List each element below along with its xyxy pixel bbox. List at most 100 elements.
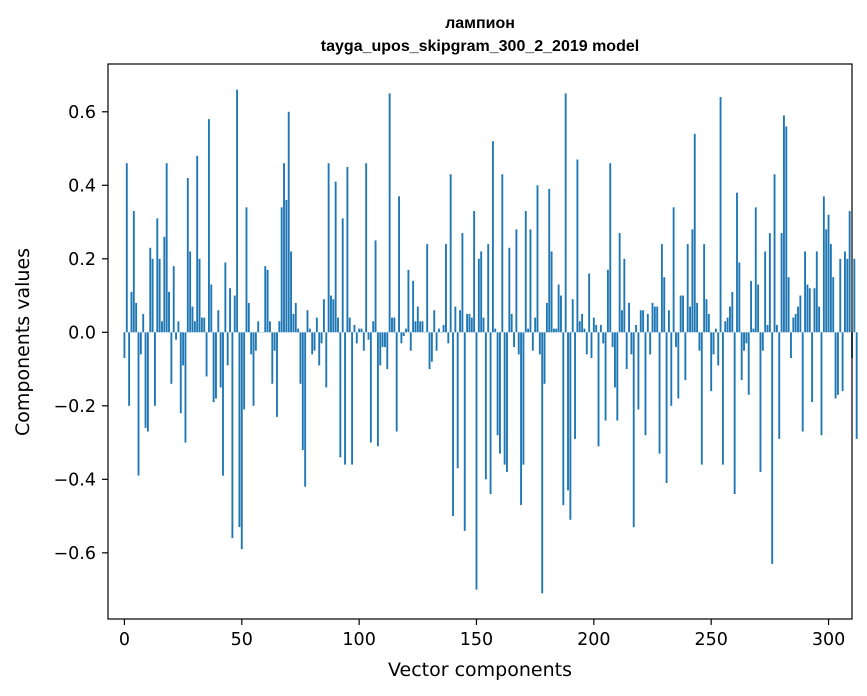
bar-23: [177, 321, 180, 333]
bar-75: [299, 332, 302, 384]
bar-161: [501, 174, 504, 333]
bar-229: [660, 244, 663, 333]
bar-45: [229, 288, 231, 333]
bar-154: [484, 332, 487, 480]
bar-291: [806, 284, 809, 333]
bar-116: [395, 332, 398, 432]
bar-230: [663, 277, 666, 333]
bar-111: [384, 332, 386, 348]
bar-19: [168, 291, 170, 333]
bar-199: [590, 332, 593, 359]
bar-308: [846, 258, 849, 333]
bar-232: [667, 310, 670, 333]
x-tick-label: 200: [577, 630, 610, 650]
bar-87: [327, 163, 330, 333]
bar-209: [614, 332, 616, 388]
bar-270: [757, 284, 760, 333]
bar-215: [628, 302, 630, 333]
bar-157: [491, 141, 494, 333]
bar-39: [215, 332, 217, 399]
bar-52: [245, 207, 248, 333]
bar-214: [625, 332, 628, 370]
bar-166: [513, 332, 515, 348]
bar-16: [161, 321, 163, 333]
bar-24: [179, 332, 182, 414]
bar-311: [853, 258, 856, 333]
bar-298: [822, 196, 825, 333]
bar-121: [407, 269, 410, 333]
bar-12: [151, 258, 154, 333]
bar-222: [644, 332, 647, 436]
bar-210: [616, 332, 619, 421]
bar-104: [367, 332, 370, 340]
bar-13: [154, 332, 156, 406]
y-tick-label: 0.0: [68, 323, 96, 343]
bar-205: [604, 332, 607, 421]
y-tick-label: −0.4: [54, 470, 97, 490]
bar-198: [588, 273, 591, 333]
bar-34: [203, 317, 206, 333]
bar-91: [337, 317, 339, 333]
bar-305: [839, 258, 842, 333]
bar-65: [276, 332, 278, 417]
bar-259: [731, 291, 734, 333]
bar-248: [705, 299, 708, 333]
bar-2: [128, 332, 131, 406]
x-tick-label: 50: [231, 630, 253, 650]
bar-207: [609, 163, 612, 333]
bar-60: [264, 266, 267, 333]
bar-102: [362, 332, 365, 351]
bar-285: [792, 317, 795, 333]
bar-301: [829, 244, 832, 333]
bar-160: [499, 332, 501, 454]
bar-4: [132, 211, 135, 333]
bar-5: [135, 302, 138, 333]
bar-141: [454, 306, 457, 333]
bar-243: [693, 133, 696, 333]
bar-220: [639, 310, 642, 333]
bar-96: [348, 317, 351, 333]
bar-292: [808, 288, 811, 333]
bar-274: [766, 324, 769, 333]
bar-129: [426, 244, 429, 333]
bar-223: [646, 313, 649, 333]
bar-184: [555, 328, 558, 333]
bar-80: [311, 332, 314, 355]
bar-278: [775, 324, 778, 333]
bar-286: [794, 313, 797, 333]
bar-136: [442, 324, 445, 333]
bar-190: [569, 332, 572, 520]
bar-242: [691, 229, 694, 333]
bar-146: [466, 313, 469, 333]
bar-88: [330, 295, 332, 333]
axes-frame: [107, 63, 853, 620]
bar-260: [733, 332, 736, 495]
bar-294: [813, 288, 816, 333]
bar-279: [778, 332, 781, 439]
bar-99: [355, 332, 358, 344]
bar-172: [527, 328, 530, 333]
y-tick-label: 0.4: [68, 176, 96, 196]
bar-273: [764, 251, 767, 333]
bar-37: [210, 284, 213, 333]
bar-7: [139, 332, 142, 355]
bar-54: [250, 332, 253, 355]
bar-0: [123, 332, 126, 359]
bar-64: [273, 332, 276, 351]
bar-277: [773, 174, 776, 333]
bar-105: [369, 332, 372, 443]
bar-153: [482, 317, 485, 333]
bar-217: [632, 332, 635, 528]
bar-10: [146, 332, 149, 432]
bar-113: [388, 93, 391, 333]
bar-179: [543, 332, 546, 384]
bar-119: [402, 332, 405, 336]
bar-228: [658, 332, 661, 454]
bar-125: [416, 306, 419, 333]
bar-247: [703, 244, 706, 333]
bar-51: [243, 332, 246, 410]
bar-143: [459, 310, 461, 333]
bar-110: [381, 332, 384, 348]
bar-192: [574, 332, 576, 439]
bar-63: [271, 332, 274, 384]
